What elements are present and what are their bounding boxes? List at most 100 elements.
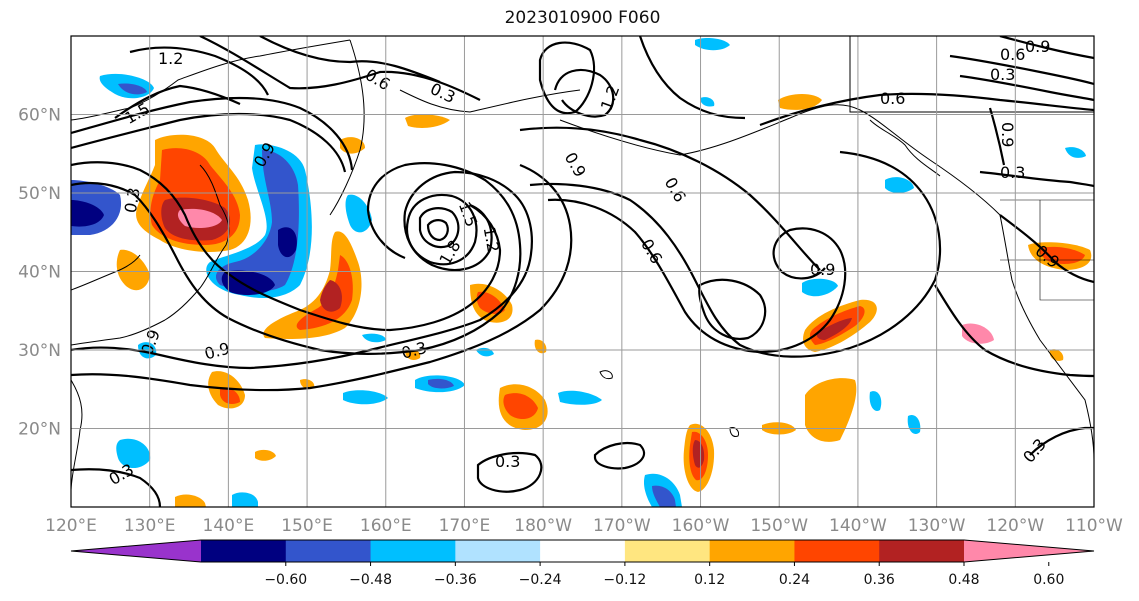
contour-label: 0.9: [998, 122, 1017, 147]
longitude-labels: 120°E 130°E 140°E 150°E 160°E 170°E 180°W 170°W…: [45, 516, 1123, 536]
shade-region: [118, 83, 147, 95]
shade-region: [116, 249, 150, 291]
contour-label: 0.3: [495, 452, 520, 471]
contour-line: [547, 198, 847, 354]
contour-line: [476, 451, 543, 493]
contour-line: [71, 163, 573, 392]
contour-line: [593, 441, 646, 470]
contour-line: [638, 36, 746, 120]
contour-line: [999, 36, 1094, 60]
shade-region: [278, 227, 297, 258]
contour-line: [759, 92, 1094, 127]
shade-region: [695, 37, 730, 51]
graticule-layer: [71, 36, 1094, 507]
colorbar-swatch: [879, 540, 965, 562]
longitude-tick-label: 180°W: [514, 516, 572, 536]
coastline: [999, 214, 1094, 461]
contour-label: 1.2: [480, 225, 503, 253]
contour-line: [698, 278, 767, 340]
shade-region: [885, 177, 914, 193]
colorbar-swatch: [201, 540, 287, 562]
latitude-tick-label: 50°N: [18, 184, 61, 204]
shade-region: [778, 94, 822, 110]
longitude-tick-label: 170°W: [593, 516, 651, 536]
contour-line: [949, 54, 1094, 86]
colorbar-tick-label: −0.12: [603, 572, 646, 588]
shade-region: [320, 280, 342, 312]
shade-region: [503, 393, 538, 420]
colorbar-swatch: [624, 540, 711, 562]
longitude-tick-label: 150°E: [281, 516, 333, 536]
contour-line: [129, 46, 269, 96]
coastline: [71, 379, 83, 491]
colorbar-tick-label: 0.48: [948, 572, 979, 588]
coastline: [869, 119, 941, 177]
colorbar-tick-label: −0.36: [434, 572, 477, 588]
longitude-tick-label: 160°W: [672, 516, 730, 536]
contour-line: [934, 284, 1094, 378]
longitude-tick-label: 130°W: [908, 516, 966, 536]
shade-region: [907, 414, 921, 435]
latitude-tick-label: 30°N: [18, 341, 61, 361]
boundary-line: [1039, 200, 1094, 301]
latitude-tick-label: 60°N: [18, 106, 61, 126]
shade-region: [1065, 147, 1086, 158]
colorbar-tick-label: −0.24: [519, 572, 562, 588]
coastline: [71, 319, 166, 346]
shade-region: [962, 323, 994, 344]
longitude-tick-label: 160°E: [360, 516, 412, 536]
contour-line: [71, 162, 522, 355]
contour-line: [529, 150, 942, 358]
shade-region: [221, 270, 275, 296]
contour-label: 0.3: [1000, 163, 1025, 182]
contour-line: [71, 170, 533, 370]
shade-region: [692, 440, 705, 468]
map-title: 2023010900 F060: [504, 8, 661, 28]
shade-region: [220, 387, 240, 404]
shade-region: [232, 492, 258, 507]
coastline: [599, 370, 613, 380]
coastline: [399, 89, 581, 113]
colorbar-swatch: [455, 540, 541, 562]
colorbar: −0.60 −0.48 −0.36 −0.24 −0.12 0.12 0.24 0.36 0.4…: [70, 539, 1095, 588]
contour-line: [71, 97, 354, 171]
latitude-tick-label: 40°N: [18, 263, 61, 283]
longitude-tick-label: 170°E: [439, 516, 491, 536]
coastline: [329, 39, 365, 216]
longitude-tick-label: 150°W: [750, 516, 808, 536]
shade-region: [71, 200, 104, 227]
shade-region: [345, 194, 372, 233]
shade-region: [296, 255, 353, 330]
contour-line: [426, 219, 449, 242]
longitude-tick-label: 120°W: [986, 516, 1044, 536]
contour-line: [405, 193, 478, 266]
shade-region: [1039, 246, 1085, 264]
shade-region: [116, 438, 151, 469]
shade-region: [175, 494, 206, 507]
longitude-tick-label: 140°E: [203, 516, 255, 536]
shade-region: [405, 114, 450, 128]
shade-region: [255, 449, 276, 461]
colorbar-tick-label: −0.60: [264, 572, 307, 588]
contour-line: [418, 207, 460, 249]
colorbar-extend-high: [964, 540, 1094, 562]
colorbar-swatch: [370, 540, 456, 562]
colorbar-swatch: [794, 540, 880, 562]
shade-region: [652, 485, 676, 507]
contour-line: [259, 36, 441, 84]
shade-region: [343, 390, 388, 405]
contour-line: [988, 107, 1006, 166]
contour-line: [553, 68, 615, 118]
contour-label: 0.3: [990, 65, 1015, 84]
shade-region: [428, 378, 454, 389]
longitude-tick-label: 120°E: [45, 516, 97, 536]
coastline: [71, 39, 351, 121]
contour-label: 0.9: [810, 260, 835, 279]
colorbar-tick-label: 0.60: [1033, 572, 1064, 588]
contour-line: [114, 84, 241, 119]
contour-line: [538, 41, 595, 115]
colorbar-swatch: [285, 540, 372, 562]
shade-region: [802, 278, 838, 297]
longitude-tick-label: 140°W: [829, 516, 887, 536]
colorbar-tick-label: 0.12: [694, 572, 725, 588]
